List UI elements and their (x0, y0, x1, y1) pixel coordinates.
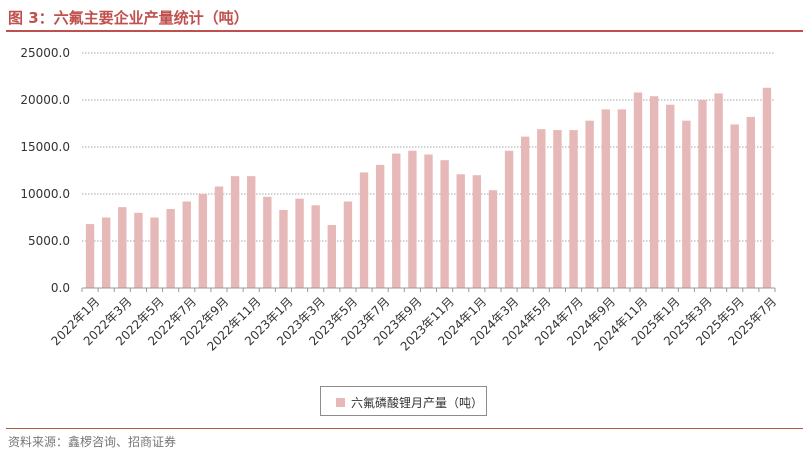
title-rule (6, 30, 803, 32)
y-tick-label: 25000.0 (20, 46, 70, 60)
bar (279, 209, 288, 288)
bar (504, 150, 514, 288)
bar (118, 207, 127, 288)
bar (408, 150, 417, 288)
legend-swatch (336, 398, 345, 407)
bar (569, 130, 578, 288)
bar (585, 120, 594, 289)
bar (714, 93, 723, 288)
bar (537, 129, 546, 288)
bar (150, 217, 159, 288)
bar (182, 201, 191, 288)
y-tick-label: 15000.0 (20, 140, 70, 154)
bar (682, 120, 691, 289)
bar (101, 217, 111, 288)
y-tick-label: 20000.0 (20, 93, 70, 107)
bar (424, 154, 433, 288)
bar (440, 160, 449, 288)
legend-label: 六氟磷酸锂月产量（吨） (351, 396, 484, 410)
bar (698, 100, 707, 288)
y-tick-label: 0.0 (51, 281, 70, 295)
bar (343, 201, 353, 288)
bar (295, 198, 304, 288)
source-note: 资料来源：鑫椤咨询、招商证券 (8, 435, 177, 449)
bar (311, 205, 320, 288)
bar (666, 104, 675, 288)
bar (633, 92, 643, 288)
y-axis-tick-labels: 0.0 5000.0 10000.0 15000.0 20000.0 25000.0 (20, 46, 70, 295)
x-axis (81, 287, 776, 292)
bar (263, 196, 272, 288)
bar (198, 194, 208, 288)
figure-title: 图 3：六氟主要企业产量统计（吨） (8, 9, 249, 27)
bar (601, 109, 610, 289)
bar (617, 109, 627, 289)
bar (134, 212, 143, 288)
bar (392, 153, 401, 288)
bar (327, 225, 336, 288)
bar (375, 164, 385, 288)
bar (247, 176, 256, 288)
bar (456, 174, 465, 288)
bar (230, 176, 240, 288)
bar (730, 124, 739, 288)
bar (359, 172, 369, 288)
bar (85, 224, 95, 288)
y-tick-label: 10000.0 (20, 187, 70, 201)
bar (762, 87, 772, 288)
x-axis-tick-labels: 2022年1月2022年3月2022年5月2022年7月2022年9月2022年… (49, 294, 780, 353)
chart-legend: 六氟磷酸锂月产量（吨） (320, 386, 487, 416)
bar (649, 96, 659, 289)
bar (472, 175, 482, 288)
bar (746, 116, 756, 288)
footer-rule (6, 428, 803, 429)
bar-series (85, 87, 772, 289)
bar (166, 209, 175, 288)
bar (214, 186, 224, 288)
y-tick-label: 5000.0 (28, 234, 70, 248)
bar (488, 190, 498, 288)
bar (553, 130, 562, 288)
bar (521, 136, 530, 288)
